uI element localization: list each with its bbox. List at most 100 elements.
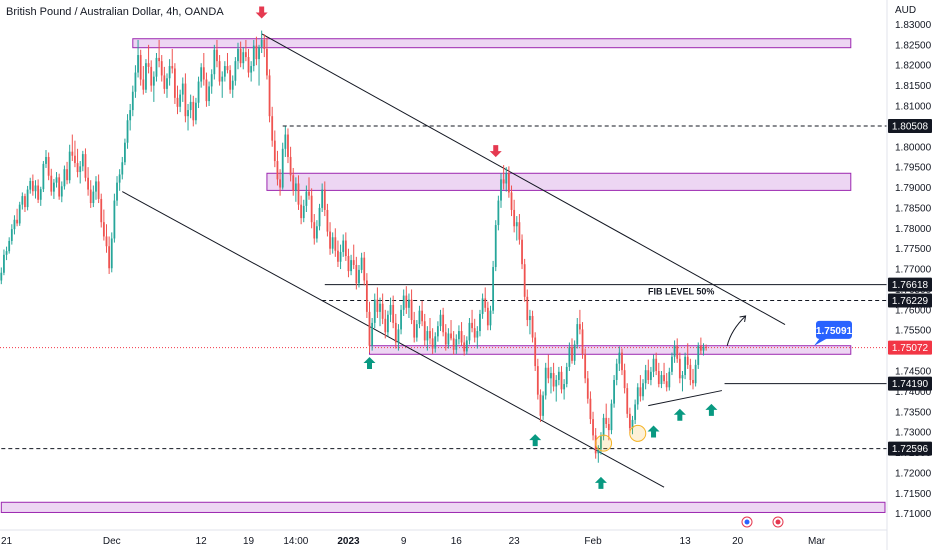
candle bbox=[565, 362, 568, 388]
candle bbox=[137, 39, 139, 78]
candle bbox=[8, 237, 11, 254]
candle bbox=[521, 234, 523, 270]
candle-body bbox=[584, 353, 587, 379]
candle-body bbox=[95, 181, 97, 192]
candle-body bbox=[647, 370, 650, 380]
candle bbox=[289, 146, 292, 182]
candle bbox=[152, 71, 155, 102]
candle bbox=[381, 293, 384, 325]
candle bbox=[563, 379, 566, 400]
candle-body bbox=[463, 342, 466, 352]
candle-body bbox=[681, 375, 684, 379]
candle-body bbox=[579, 324, 581, 330]
candle-body bbox=[89, 189, 92, 204]
projection-arrow bbox=[726, 315, 746, 346]
x-tick-label: 9 bbox=[401, 536, 407, 547]
candle-body bbox=[529, 315, 531, 321]
y-tick-label: 1.81500 bbox=[895, 81, 932, 92]
candle-body bbox=[539, 394, 542, 416]
candle-body bbox=[166, 78, 168, 89]
candle bbox=[126, 114, 129, 149]
candle-body bbox=[137, 55, 139, 73]
candle-body bbox=[310, 195, 313, 223]
candle bbox=[63, 165, 66, 190]
candle-body bbox=[526, 296, 529, 321]
candle bbox=[550, 366, 552, 394]
candle-body bbox=[300, 204, 303, 219]
candle bbox=[621, 348, 623, 376]
candle-body bbox=[268, 75, 271, 117]
candle-body bbox=[302, 205, 305, 219]
candle-body bbox=[486, 307, 489, 326]
candle bbox=[247, 48, 250, 78]
candle bbox=[387, 310, 389, 337]
candle bbox=[347, 248, 350, 278]
candle bbox=[160, 55, 163, 82]
candle-body bbox=[79, 166, 82, 173]
candle bbox=[352, 244, 355, 270]
candle-body bbox=[289, 156, 292, 176]
candle-body bbox=[294, 183, 297, 191]
candle-body bbox=[523, 264, 526, 297]
price-label-bg bbox=[888, 441, 932, 456]
candle-body bbox=[287, 134, 289, 157]
candle-body bbox=[279, 179, 281, 188]
candle-body bbox=[634, 404, 637, 420]
y-tick-label: 1.77000 bbox=[895, 265, 932, 276]
price-label: 1.76229 bbox=[888, 293, 932, 308]
candle bbox=[494, 220, 497, 272]
candle bbox=[226, 53, 229, 74]
candle bbox=[334, 228, 337, 257]
candle bbox=[92, 185, 95, 208]
candle bbox=[676, 338, 679, 363]
x-tick-label: Dec bbox=[103, 536, 121, 547]
candle bbox=[158, 39, 160, 68]
candle bbox=[394, 313, 397, 349]
candle-body bbox=[542, 395, 544, 416]
candle bbox=[655, 352, 658, 376]
candle bbox=[623, 363, 626, 394]
candle bbox=[321, 183, 324, 212]
candle-body bbox=[489, 310, 492, 326]
candle-body bbox=[29, 181, 32, 190]
candle-body bbox=[84, 154, 87, 178]
candle-body bbox=[66, 169, 68, 181]
candle-body bbox=[655, 358, 658, 371]
candle bbox=[250, 61, 253, 82]
candle-body bbox=[439, 314, 442, 327]
candle-body bbox=[163, 75, 166, 89]
candle bbox=[102, 209, 105, 241]
candle bbox=[129, 103, 132, 131]
supply-demand-zone bbox=[266, 172, 852, 191]
candle-body bbox=[660, 375, 663, 385]
candle-body bbox=[24, 196, 26, 208]
candle bbox=[368, 301, 371, 353]
candle-body bbox=[618, 352, 621, 364]
candle bbox=[573, 340, 576, 365]
candle-body bbox=[455, 339, 458, 350]
candle bbox=[37, 179, 40, 204]
candle-body bbox=[276, 161, 279, 180]
candle-body bbox=[434, 336, 437, 349]
y-tick-label: 1.83000 bbox=[895, 20, 932, 31]
candle bbox=[408, 293, 410, 318]
candle bbox=[297, 175, 300, 210]
candle-body bbox=[342, 240, 345, 252]
candle-body bbox=[379, 303, 381, 312]
candle-body bbox=[252, 45, 255, 67]
candle-body bbox=[266, 48, 268, 76]
candle-body bbox=[676, 345, 679, 359]
candle-body bbox=[129, 110, 132, 121]
candle-body bbox=[116, 182, 118, 201]
candle-body bbox=[442, 314, 445, 333]
candle bbox=[686, 343, 689, 369]
candle-body bbox=[347, 256, 350, 272]
candle-body bbox=[371, 322, 374, 346]
candle-body bbox=[476, 331, 479, 338]
candle bbox=[436, 321, 439, 342]
candle bbox=[576, 318, 579, 349]
candle bbox=[384, 309, 387, 339]
candle bbox=[229, 65, 232, 94]
